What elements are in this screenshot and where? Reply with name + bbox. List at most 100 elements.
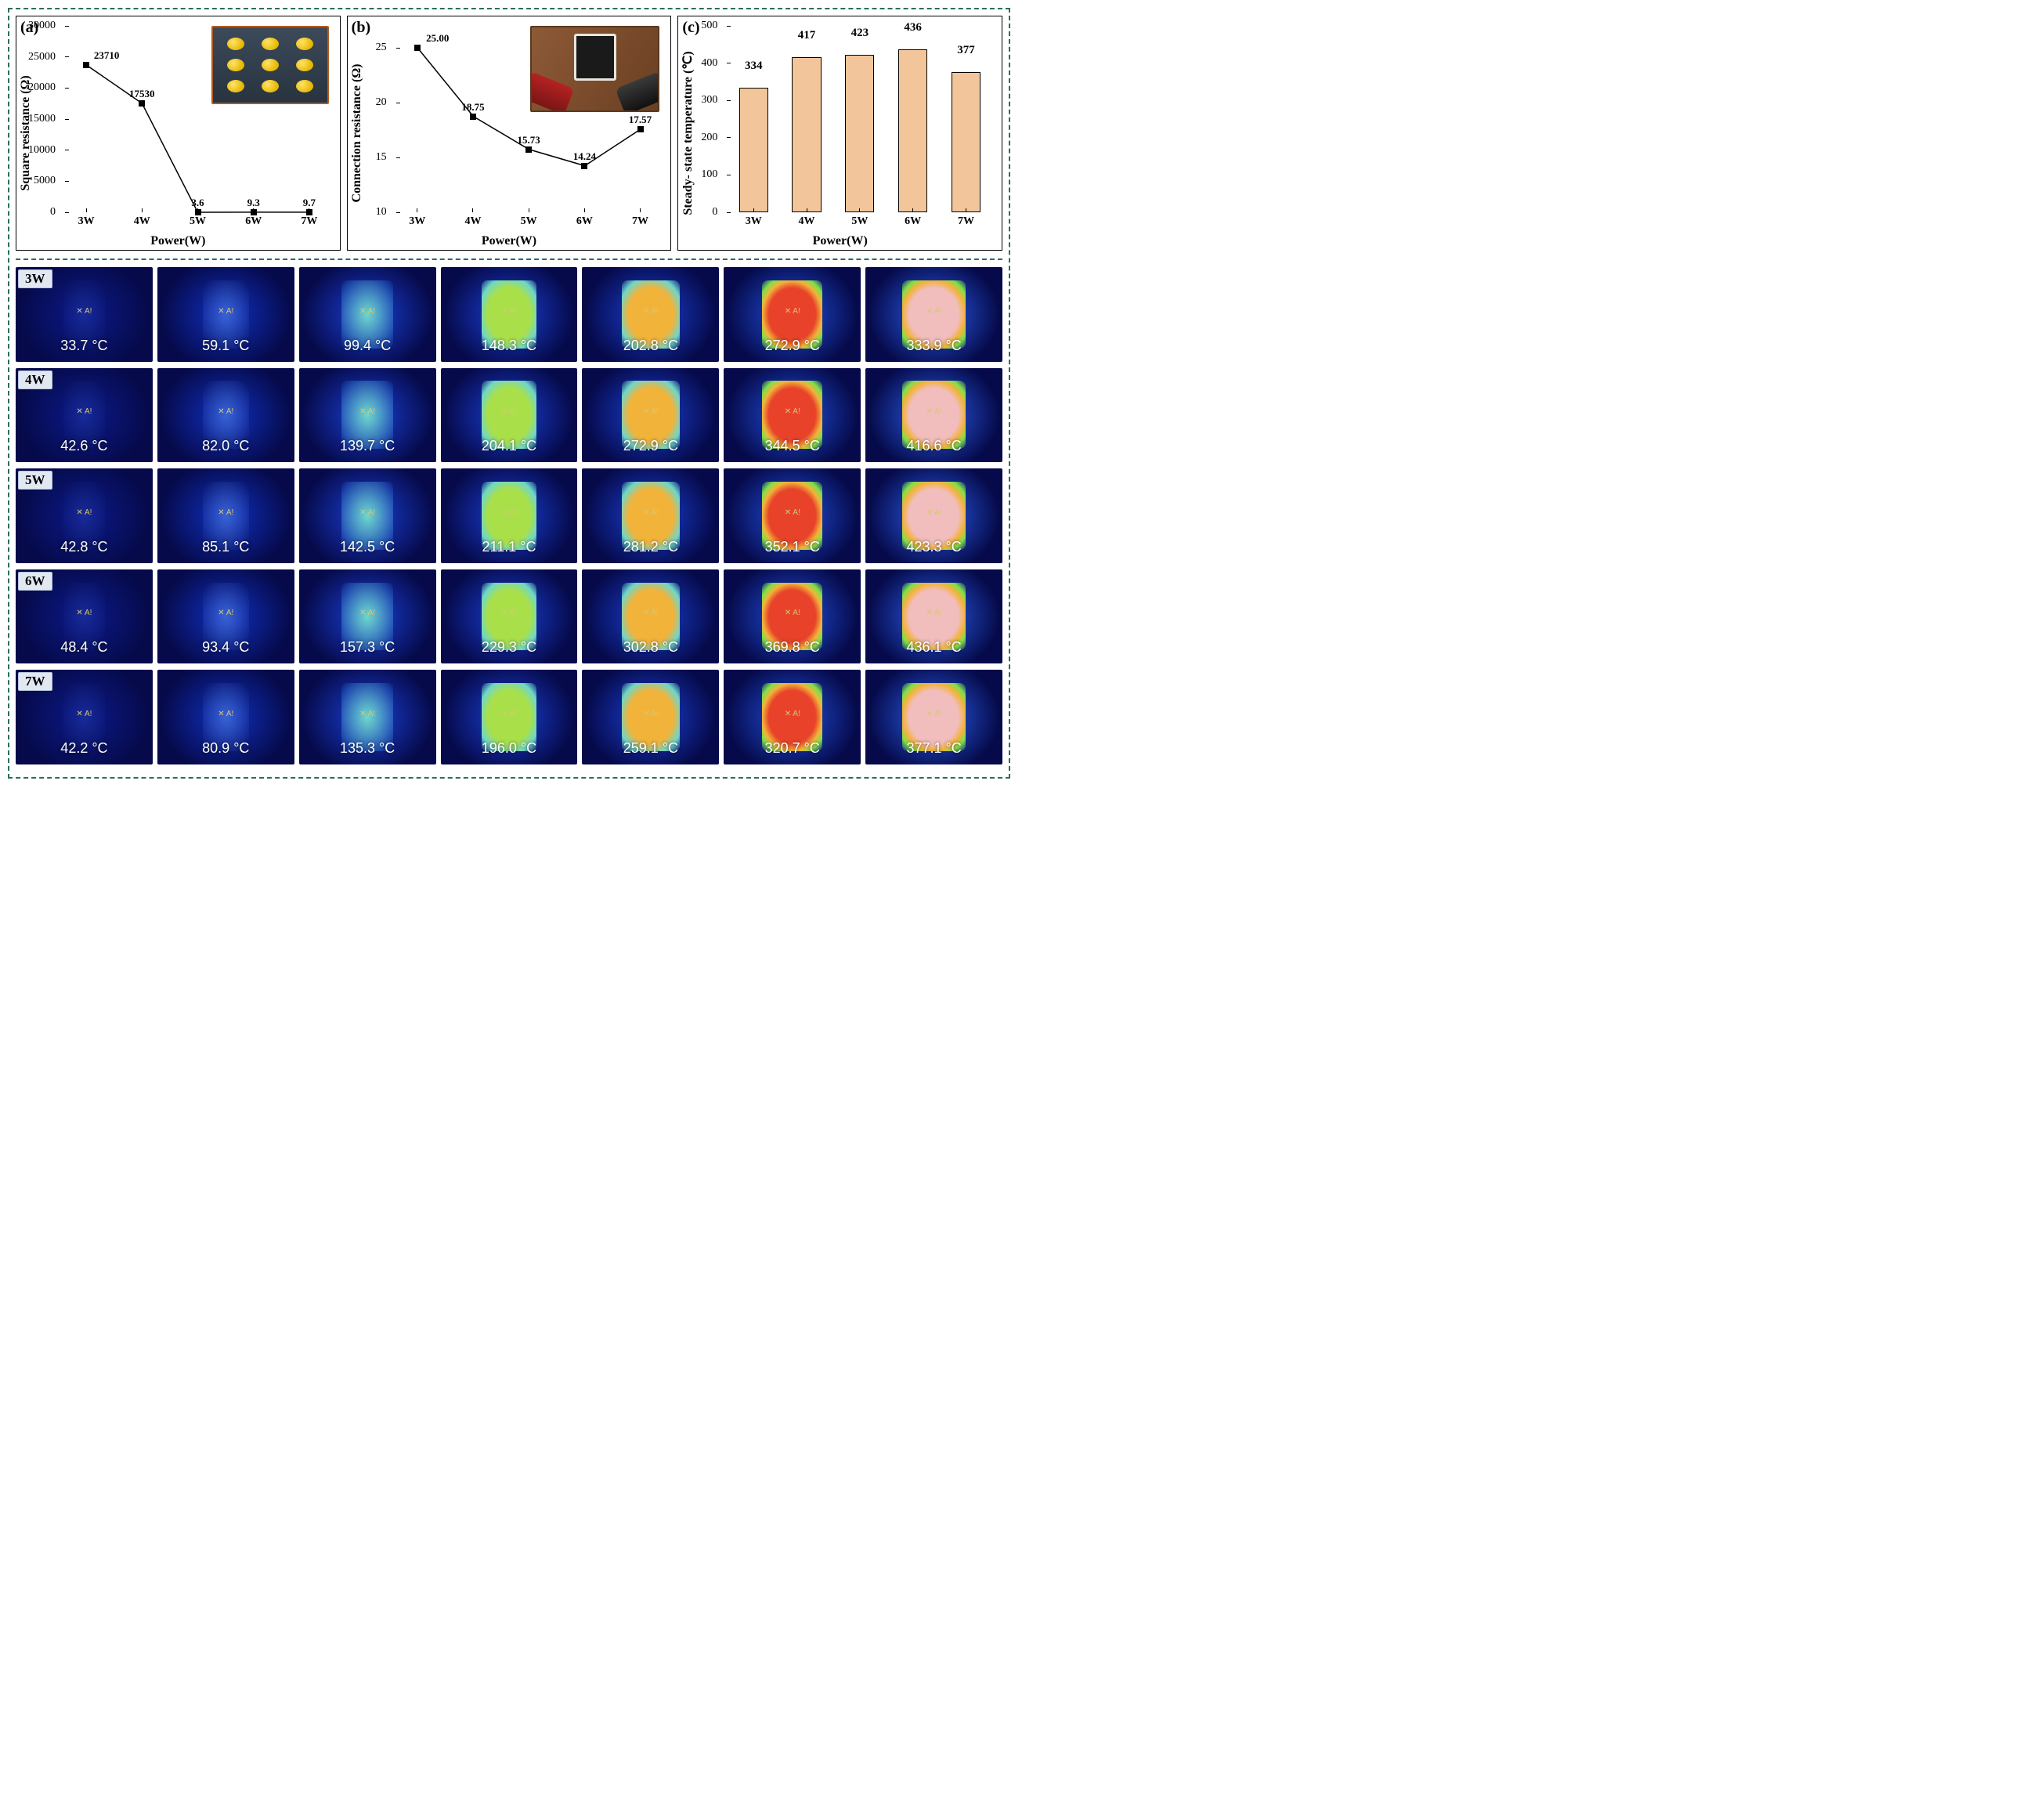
thermal-marker: ✕ A!	[76, 710, 92, 718]
thermal-marker: ✕ A!	[643, 307, 659, 316]
thermal-cell: ✕ A!352.1 °C	[724, 468, 861, 563]
thermal-row-tag: 7W	[18, 672, 52, 691]
panel-c-chart-ytick: 0	[678, 206, 722, 219]
panel-c-chart-xtick: 7W	[958, 215, 974, 228]
thermal-marker: ✕ A!	[785, 407, 800, 416]
panel-a-chart-xtick: 3W	[78, 215, 95, 228]
thermal-cell: ✕ A! 436.1 °C	[865, 569, 1002, 664]
thermal-temp-label: 59.1 °C	[202, 338, 249, 354]
panel-c-chart-bar-label: 436	[904, 21, 922, 34]
inset-b-sample	[574, 34, 616, 81]
thermal-marker: ✕ A!	[359, 710, 375, 718]
panel-c-chart-bar	[739, 88, 768, 212]
panel-a-chart-ytick: 15000	[16, 113, 60, 125]
panel-a-chart-point-label: 23710	[94, 49, 120, 62]
panel-a-label: (a)	[20, 19, 38, 37]
panel-a-xlabel: Power(W)	[150, 234, 205, 248]
panel-a-chart-xtick: 7W	[301, 215, 317, 228]
panel-a: (a) Square resistance (Ω) Power(W) 23710…	[16, 16, 341, 251]
thermal-temp-label: 229.3 °C	[482, 639, 536, 656]
figure-container: (a) Square resistance (Ω) Power(W) 23710…	[8, 8, 1010, 779]
panel-a-chart-point-label: 3.6	[191, 197, 204, 209]
panel-a-chart: Square resistance (Ω) Power(W) 237101753…	[16, 16, 341, 251]
thermal-temp-label: 42.2 °C	[60, 740, 107, 757]
thermal-row-tag: 3W	[18, 269, 52, 288]
thermal-temp-label: 82.0 °C	[202, 438, 249, 454]
inset-b-clip-black	[616, 71, 660, 112]
thermal-cell: ✕ A!202.8 °C	[582, 267, 719, 362]
panel-b-chart-marker	[525, 146, 532, 153]
thermal-row: ✕ A!48.4 °C6W✕ A!93.4 °C✕ A!157.3 °C✕ A!…	[16, 569, 1002, 664]
thermal-marker: ✕ A!	[218, 307, 233, 316]
thermal-cell: ✕ A!85.1 °C	[157, 468, 294, 563]
panel-c-chart-xtick: 5W	[851, 215, 868, 228]
thermal-temp-label: 423.3 °C	[906, 539, 961, 555]
thermal-marker: ✕ A!	[926, 609, 942, 617]
thermal-temp-label: 142.5 °C	[340, 539, 395, 555]
panel-b-chart-marker	[581, 163, 587, 169]
thermal-cell: ✕ A! 423.3 °C	[865, 468, 1002, 563]
thermal-cell: ✕ A! 196.0 °C	[441, 670, 578, 764]
panel-a-chart-point-label: 9.3	[247, 197, 260, 209]
thermal-marker: ✕ A!	[359, 307, 375, 316]
thermal-temp-label: 33.7 °C	[60, 338, 107, 354]
thermal-temp-label: 333.9 °C	[906, 338, 961, 354]
panel-b-chart-point-label: 18.75	[461, 101, 484, 114]
thermal-cell: ✕ A!80.9 °C	[157, 670, 294, 764]
thermal-marker: ✕ A!	[785, 307, 800, 316]
thermal-temp-label: 93.4 °C	[202, 639, 249, 656]
thermal-marker: ✕ A!	[643, 710, 659, 718]
panel-a-chart-xtick: 5W	[190, 215, 206, 228]
thermal-marker: ✕ A!	[218, 508, 233, 517]
thermal-marker: ✕ A!	[76, 407, 92, 416]
panel-c-chart-ytick: 200	[678, 132, 722, 144]
thermal-marker: ✕ A!	[926, 307, 942, 316]
panel-b-chart-point-label: 25.00	[426, 32, 449, 45]
panel-a-chart-marker	[139, 100, 145, 107]
panel-c-chart-bar-label: 417	[798, 29, 816, 42]
thermal-cell: ✕ A! 99.4 °C	[299, 267, 436, 362]
panel-c-chart-xtick: 3W	[746, 215, 762, 228]
thermal-cell: ✕ A!135.3 °C	[299, 670, 436, 764]
thermal-cell: ✕ A! 229.3 °C	[441, 569, 578, 664]
thermal-temp-label: 281.2 °C	[623, 539, 678, 555]
thermal-marker: ✕ A!	[501, 609, 517, 617]
thermal-cell: ✕ A!42.6 °C4W	[16, 368, 153, 463]
thermal-temp-label: 196.0 °C	[482, 740, 536, 757]
panel-b-chart-point-label: 17.57	[629, 114, 652, 126]
panel-b-chart-marker	[470, 114, 476, 120]
thermal-cell: ✕ A!142.5 °C	[299, 468, 436, 563]
thermal-temp-label: 344.5 °C	[765, 438, 820, 454]
thermal-temp-label: 80.9 °C	[202, 740, 249, 757]
thermal-marker: ✕ A!	[76, 307, 92, 316]
panel-b-chart-marker	[637, 126, 644, 132]
thermal-cell: ✕ A!148.3 °C	[441, 267, 578, 362]
panel-d: (d) ✕ A!33.7 °C3W✕ A!59.1 °C✕ A!99.4 °C✕…	[16, 258, 1002, 764]
thermal-marker: ✕ A!	[501, 710, 517, 718]
panel-b-ylabel: Connection resistance (Ω)	[350, 64, 364, 203]
panel-a-chart-point-label: 9.7	[303, 197, 316, 209]
thermal-cell: ✕ A!157.3 °C	[299, 569, 436, 664]
thermal-temp-label: 99.4 °C	[344, 338, 391, 354]
thermal-cell: ✕ A!211.1 °C	[441, 468, 578, 563]
thermal-temp-label: 436.1 °C	[906, 639, 961, 656]
thermal-marker: ✕ A!	[643, 407, 659, 416]
panel-b-chart-marker	[414, 45, 421, 51]
thermal-marker: ✕ A!	[76, 508, 92, 517]
panel-c-chart-bar-label: 334	[745, 60, 763, 73]
thermal-row: ✕ A!42.6 °C4W✕ A!82.0 °C✕ A!139.7 °C✕ A!…	[16, 368, 1002, 463]
thermal-temp-label: 204.1 °C	[482, 438, 536, 454]
panel-c-chart-bar	[952, 72, 980, 212]
thermal-row: ✕ A! 33.7 °C 3W ✕ A! 59.1 °C ✕ A! 99.4 °C ✕ A!1…	[16, 267, 1002, 362]
thermal-grid: ✕ A!33.7 °C3W✕ A!59.1 °C✕ A!99.4 °C✕ A!1…	[16, 267, 1002, 764]
thermal-cell: ✕ A!204.1 °C	[441, 368, 578, 463]
thermal-marker: ✕ A!	[359, 407, 375, 416]
panel-b-chart-xtick: 4W	[464, 215, 481, 228]
thermal-marker: ✕ A!	[501, 508, 517, 517]
panel-b-label: (b)	[352, 19, 370, 37]
thermal-marker: ✕ A!	[926, 508, 942, 517]
panel-c-chart-bar	[845, 55, 874, 212]
thermal-temp-label: 302.8 °C	[623, 639, 678, 656]
panel-c-xlabel: Power(W)	[813, 234, 868, 248]
thermal-row-tag: 5W	[18, 471, 52, 490]
